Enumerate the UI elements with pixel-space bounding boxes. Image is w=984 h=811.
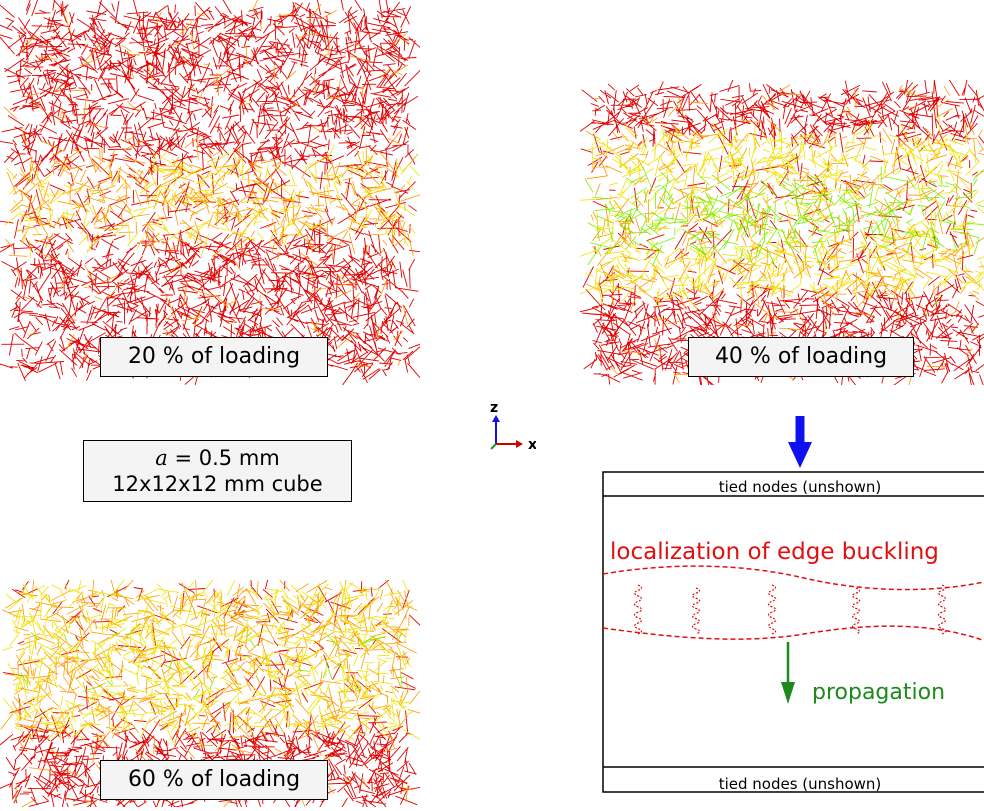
localization-schematic: tied nodes (unshown) tied nodes (unshown… [594, 412, 984, 802]
cube-size-line: 12x12x12 mm cube [90, 471, 345, 497]
z-axis-label: z [490, 400, 498, 416]
loading-label-60: 60 % of loading [100, 760, 328, 800]
loading-label-20: 20 % of loading [100, 337, 328, 377]
lattice-render-20 [0, 0, 420, 385]
z-arrowhead-icon [492, 415, 500, 422]
cell-size-value: = 0.5 mm [168, 446, 280, 470]
top-band-label: tied nodes (unshown) [719, 478, 882, 496]
loading-label-40: 40 % of loading [688, 337, 914, 377]
y-axis-arrow [491, 444, 496, 449]
parameter-box: a = 0.5 mm 12x12x12 mm cube [83, 440, 352, 502]
cell-size-line: a = 0.5 mm [90, 445, 345, 471]
specimen-frame [603, 472, 984, 792]
propagation-label: propagation [812, 680, 945, 705]
lattice-struts [0, 0, 420, 385]
lattice-panel-20 [0, 0, 420, 385]
bottom-band-label: tied nodes (unshown) [719, 775, 882, 793]
load-arrow-icon [788, 442, 812, 468]
x-arrowhead-icon [516, 440, 523, 448]
localization-label: localization of edge buckling [610, 539, 939, 565]
axes-triad: z x [476, 398, 536, 458]
x-axis-label: x [528, 437, 536, 453]
cell-size-symbol: a [155, 446, 168, 470]
